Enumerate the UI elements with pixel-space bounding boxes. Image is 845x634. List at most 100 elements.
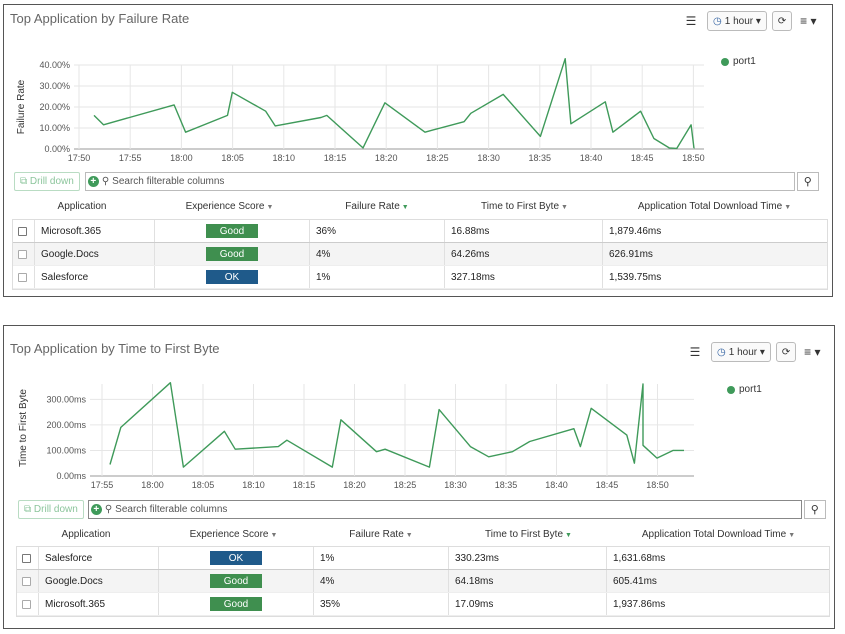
table-row[interactable]: Salesforce OK 1% 327.18ms 1,539.75ms [13,266,827,289]
menu-button[interactable]: ≡ ▾ [797,11,819,31]
refresh-button[interactable]: ⟳ [771,11,793,31]
legend-dot [727,385,735,394]
col-download-time[interactable]: Application Total Download Time ▼ [637,201,792,212]
x-tick-label: 18:20 [343,480,366,490]
cell-failure-rate: 36% [310,220,445,242]
row-checkbox[interactable] [18,272,27,282]
search-input[interactable]: + ⚲ Search filterable columns [87,500,802,519]
sort-icon: ▼ [784,204,792,211]
cell-failure-rate: 4% [314,570,449,592]
search-icon: ⚲ [810,504,819,516]
x-tick-label: 18:05 [192,480,215,490]
search-input[interactable]: + ⚲ Search filterable columns [84,172,795,191]
col-experience-score[interactable]: Experience Score ▼ [185,201,274,212]
search-button[interactable]: ⚲ [803,500,826,519]
hamburger-icon: ≡ ▾ [804,345,821,359]
search-icon: ⚲ [101,176,110,187]
x-tick-label: 18:15 [324,153,347,163]
panel-time-to-first-byte: Top Application by Time to First Byte ☰ … [3,325,835,629]
table-body: Microsoft.365 Good 36% 16.88ms 1,879.46m… [12,219,828,290]
row-checkbox[interactable] [22,599,31,609]
table-row[interactable]: Google.Docs Good 4% 64.18ms 605.41ms [17,570,829,593]
row-checkbox[interactable] [18,226,27,236]
clock-icon: ◷ [713,15,722,27]
sort-icon: ▼ [788,532,796,539]
sort-icon: ▼ [565,532,572,539]
filter-bar: ⧉ Drill down + ⚲ Search filterable colum… [14,172,819,191]
ttfb-chart: 300.00ms 200.00ms 100.00ms 0.00ms 17:55 18:00… [18,382,694,490]
y-tick-label: 30.00% [39,81,70,91]
cell-download-time: 605.41ms [613,575,657,587]
x-tick-label: 18:30 [444,480,467,490]
time-range-button[interactable]: ◷ 1 hour ▾ [711,342,771,362]
drill-down-button[interactable]: ⧉ Drill down [18,500,84,519]
y-tick-label: 40.00% [39,60,70,70]
y-tick-label: 200.00ms [46,420,86,430]
row-checkbox[interactable] [22,576,31,586]
table-header: Application Experience Score ▼ Failure Ra… [12,201,827,212]
series-line-port1 [93,58,695,150]
refresh-button[interactable]: ⟳ [775,342,797,362]
drill-down-button[interactable]: ⧉ Drill down [14,172,80,191]
col-ttfb[interactable]: Time to First Byte ▼ [485,529,572,540]
panel-failure-rate: Top Application by Failure Rate ☰ ◷ 1 hou… [3,4,833,297]
x-tick-label: 18:05 [221,153,244,163]
x-tick-label: 18:45 [631,153,654,163]
table-row[interactable]: Microsoft.365 Good 36% 16.88ms 1,879.46m… [13,220,827,243]
x-tick-label: 17:50 [68,153,91,163]
x-tick-label: 18:20 [375,153,398,163]
experience-badge: OK [210,551,262,565]
y-tick-label: 0.00ms [56,471,86,481]
cell-ttfb: 17.09ms [449,593,607,615]
time-range-button[interactable]: ◷ 1 hour ▾ [707,11,767,31]
y-tick-label: 300.00ms [46,394,86,404]
col-ttfb[interactable]: Time to First Byte ▼ [481,201,568,212]
table-row[interactable]: Google.Docs Good 4% 64.26ms 626.91ms [13,243,827,266]
y-tick-label: 10.00% [39,123,70,133]
x-tick-label: 18:00 [141,480,164,490]
legend-label: port1 [733,56,756,67]
table-row[interactable]: Salesforce OK 1% 330.23ms 1,631.68ms [17,547,829,570]
col-failure-rate[interactable]: Failure Rate ▼ [349,529,413,540]
x-tick-label: 18:10 [273,153,296,163]
cell-failure-rate: 1% [310,266,445,288]
cell-ttfb: 327.18ms [445,266,603,288]
chart-legend[interactable]: port1 [727,384,762,395]
row-checkbox[interactable] [18,249,27,259]
chart-legend[interactable]: port1 [721,56,756,67]
x-tick-label: 18:15 [293,480,316,490]
table-body: Salesforce OK 1% 330.23ms 1,631.68ms Goo… [16,546,830,617]
table-row[interactable]: Microsoft.365 Good 35% 17.09ms 1,937.86m… [17,593,829,616]
series-line-port1 [109,382,684,468]
x-tick-label: 18:40 [580,153,603,163]
cell-ttfb: 330.23ms [449,547,607,569]
experience-badge: OK [206,270,258,284]
x-tick-label: 17:55 [91,480,114,490]
add-filter-icon[interactable]: + [90,504,102,515]
col-application[interactable]: Application [57,201,107,212]
x-tick-label: 18:30 [477,153,500,163]
x-tick-label: 18:35 [495,480,518,490]
search-icon: ⚲ [803,176,812,188]
col-failure-rate[interactable]: Failure Rate ▼ [345,201,409,212]
cell-failure-rate: 4% [310,243,445,265]
experience-badge: Good [206,224,258,238]
sort-icon: ▼ [561,204,568,211]
search-button[interactable]: ⚲ [796,172,819,191]
col-experience-score[interactable]: Experience Score ▼ [189,529,278,540]
experience-badge: Good [210,597,262,611]
legend-label: port1 [739,384,762,395]
y-tick-label: 20.00% [39,102,70,112]
checklist-icon[interactable]: ☰ [689,345,701,359]
panel-title: Top Application by Time to First Byte [10,341,220,356]
table-header: Application Experience Score ▼ Failure Ra… [16,529,831,540]
y-axis-label: Failure Rate [16,79,27,134]
panel-title: Top Application by Failure Rate [10,11,190,26]
refresh-icon: ⟳ [777,15,787,27]
menu-button[interactable]: ≡ ▾ [801,342,823,362]
checklist-icon[interactable]: ☰ [685,14,697,28]
col-application[interactable]: Application [61,529,111,540]
add-filter-icon[interactable]: + [87,176,99,187]
col-download-time[interactable]: Application Total Download Time ▼ [641,529,796,540]
row-checkbox[interactable] [22,553,31,563]
